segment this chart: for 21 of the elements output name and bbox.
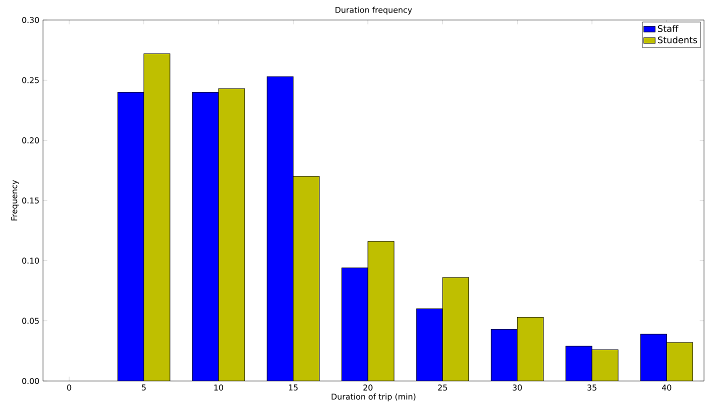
legend-label: Staff bbox=[658, 25, 679, 32]
x-tick-label: 20 bbox=[363, 384, 372, 391]
y-tick-label: 0.20 bbox=[22, 137, 39, 144]
x-tick-label: 30 bbox=[512, 384, 522, 391]
y-tick-label: 0.30 bbox=[22, 16, 39, 24]
y-tick-label: 0.05 bbox=[22, 318, 39, 324]
x-tick-label: 10 bbox=[214, 384, 224, 391]
y-tick-label: 0.25 bbox=[22, 77, 39, 84]
x-tick-label: 5 bbox=[142, 384, 146, 390]
y-tick-label: 0.00 bbox=[22, 378, 39, 384]
x-tick-label: 40 bbox=[662, 384, 672, 391]
y-tick-label: 0.10 bbox=[22, 258, 39, 264]
chart-title: Duration frequency bbox=[336, 6, 412, 14]
x-tick-label: 35 bbox=[587, 384, 596, 391]
x-tick-label: 0 bbox=[67, 384, 72, 391]
y-tick-label: 0.15 bbox=[22, 197, 39, 204]
x-tick-label: 25 bbox=[438, 384, 447, 391]
x-tick-label: 15 bbox=[289, 384, 298, 390]
x-axis-title: Duration of trip (min) bbox=[332, 393, 416, 402]
legend-label: Students bbox=[658, 36, 698, 44]
y-axis-title: Frequency bbox=[11, 180, 19, 220]
